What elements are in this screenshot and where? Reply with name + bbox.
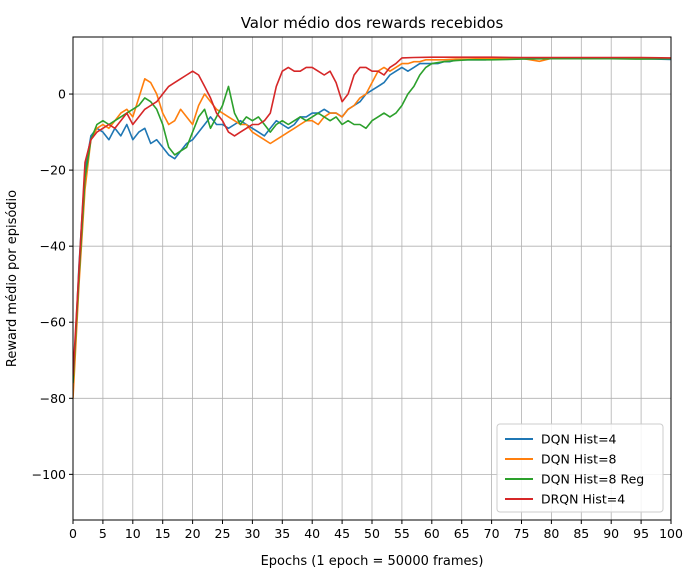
axis-ticks: 0 5 10 15 20 25 30 35 40 45 50 55 60 65 70 75 80 85 90 95 10… [32,87,683,541]
x-tick-label: 15 [155,526,171,541]
legend-entry-label: DQN Hist=8 Reg [541,472,644,487]
legend: DQN Hist=4 DQN Hist=8 DQN Hist=8 Reg DRQN H… [496,423,664,513]
x-tick-label: 45 [334,526,350,541]
legend-entry-label: DQN Hist=4 [541,432,617,447]
x-tick-label: 90 [603,526,619,541]
y-tick-label: 0 [58,87,66,102]
y-tick-label: −20 [40,163,66,178]
x-tick-label: 60 [424,526,440,541]
y-tick-label: −80 [40,391,66,406]
series-line-2 [73,57,671,399]
x-tick-label: 70 [484,526,500,541]
x-tick-label: 40 [304,526,320,541]
x-tick-label: 55 [394,526,410,541]
x-tick-label: 95 [633,526,649,541]
y-axis-label: Reward médio por episódio [5,190,20,367]
x-tick-label: 10 [125,526,141,541]
x-tick-label: 65 [454,526,470,541]
legend-entry-label: DRQN Hist=4 [541,492,625,507]
y-tick-label: −60 [40,315,66,330]
x-tick-label: 0 [69,526,77,541]
series-lines [73,56,671,399]
x-tick-label: 35 [274,526,290,541]
y-tick-label: −100 [32,467,66,482]
x-tick-label: 75 [514,526,530,541]
chart-title: Valor médio dos rewards recebidos [241,14,504,32]
legend-box [496,423,664,513]
x-tick-label: 100 [659,526,683,541]
series-line-3 [73,57,671,384]
x-tick-label: 80 [543,526,559,541]
x-tick-label: 85 [573,526,589,541]
x-tick-label: 5 [99,526,107,541]
x-tick-label: 50 [364,526,380,541]
x-tick-label: 25 [215,526,231,541]
series-line-4 [73,56,671,376]
x-axis-label: Epochs (1 epoch = 50000 frames) [261,554,484,569]
x-tick-label: 20 [185,526,201,541]
y-tick-label: −40 [40,239,66,254]
x-tick-label: 30 [244,526,260,541]
legend-entry-label: DQN Hist=8 [541,452,617,467]
